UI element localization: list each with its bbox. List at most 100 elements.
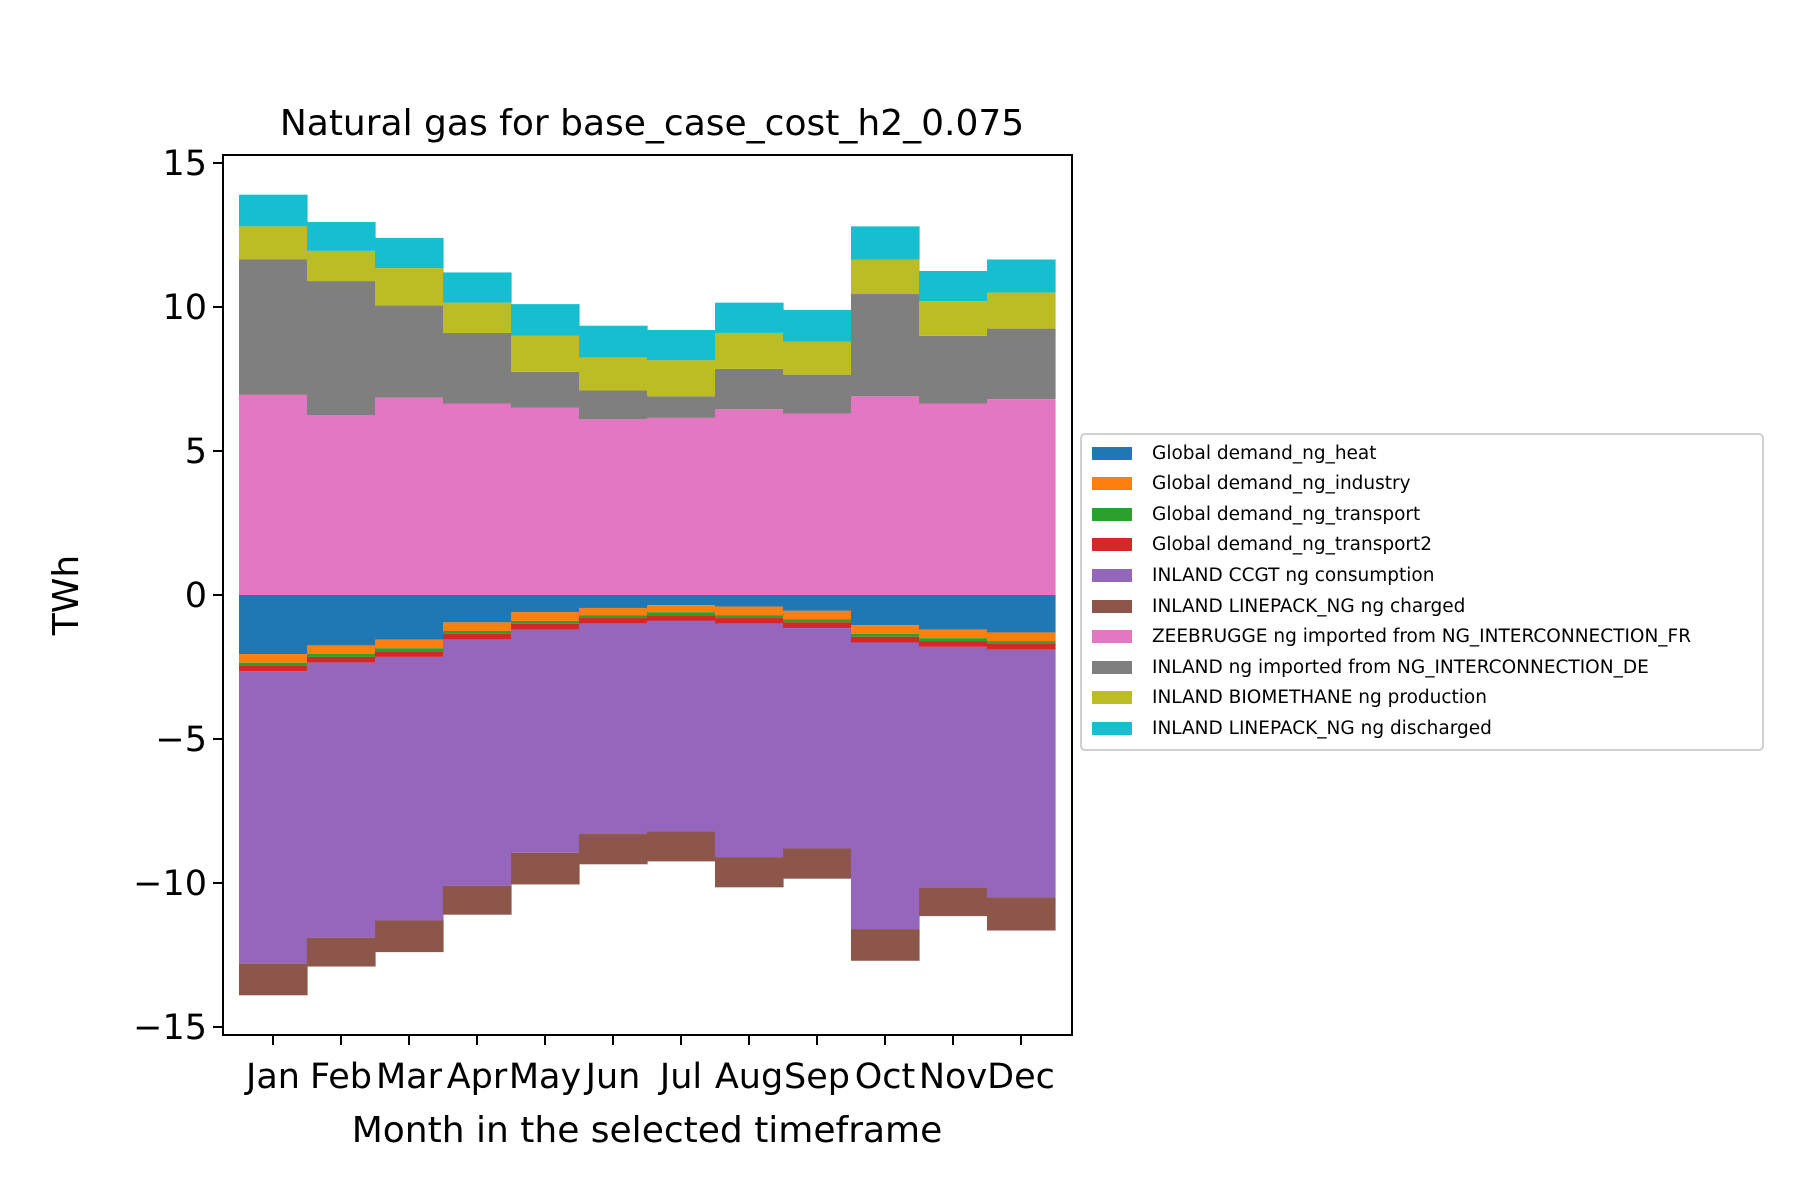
bar-mar-series-3 [375, 651, 444, 657]
bar-apr-series-3 [443, 633, 512, 640]
bar-apr-series-1 [443, 622, 512, 631]
legend-swatch [1092, 599, 1132, 613]
legend-swatch [1092, 477, 1132, 491]
legend-label: INLAND CCGT ng consumption [1152, 564, 1435, 586]
x-tick-label: May [509, 1057, 581, 1097]
legend: Global demand_ng_heat Global demand_ng_in… [1080, 433, 1764, 751]
legend-swatch [1092, 446, 1132, 460]
bar-jul-series-0 [647, 595, 716, 606]
bar-jun-series-1 [579, 607, 648, 616]
bar-may-series-9 [511, 304, 580, 336]
bar-mar-series-9 [375, 237, 444, 269]
bar-mar-series-7 [375, 305, 444, 398]
bar-dec-series-3 [987, 643, 1056, 650]
x-tick-label: Jun [584, 1057, 641, 1097]
bar-dec-series-1 [987, 632, 1056, 642]
y-tick-label: −10 [133, 864, 207, 904]
legend-item: Global demand_ng_industry [1092, 473, 1411, 495]
bar-sep-series-1 [783, 610, 852, 620]
x-tick-label: Dec [987, 1057, 1055, 1097]
bar-feb-series-3 [307, 656, 376, 663]
legend-label: INLAND ng imported from NG_INTERCONNECTI… [1152, 656, 1649, 678]
bar-nov-series-4 [919, 646, 988, 888]
bar-jun-series-5 [579, 834, 648, 865]
bar-dec-series-6 [987, 399, 1056, 595]
bar-feb-series-9 [307, 222, 376, 251]
bar-jul-series-1 [647, 605, 716, 613]
x-tick-label: Apr [447, 1057, 508, 1097]
x-tick-label: Sep [784, 1057, 850, 1097]
bar-oct-series-5 [851, 929, 920, 961]
x-tick-label: Feb [310, 1057, 372, 1097]
bar-jun-series-8 [579, 357, 648, 391]
bar-jun-series-0 [579, 595, 648, 608]
bar-oct-series-9 [851, 226, 920, 260]
bar-mar-series-0 [375, 595, 444, 640]
x-tick-label: Nov [919, 1057, 987, 1097]
legend-swatch [1092, 660, 1132, 674]
y-tick-label: 15 [162, 144, 207, 184]
legend-item: ZEEBRUGGE ng imported from NG_INTERCONNE… [1092, 626, 1691, 647]
bar-mar-series-2 [375, 648, 444, 652]
bar-jul-series-8 [647, 360, 716, 397]
bar-jul-series-3 [647, 615, 716, 621]
bar-sep-series-9 [783, 309, 852, 342]
bar-jul-series-2 [647, 612, 716, 616]
bar-may-series-7 [511, 371, 580, 408]
bar-jul-series-4 [647, 620, 716, 832]
bar-jan-series-1 [239, 654, 308, 663]
bar-aug-series-5 [715, 857, 784, 888]
legend-item: Global demand_ng_heat [1092, 443, 1377, 464]
legend-label: INLAND LINEPACK_NG ng discharged [1152, 717, 1492, 739]
y-axis-label: TWh [46, 555, 87, 636]
bar-feb-series-0 [307, 595, 376, 646]
y-tick-label: −15 [133, 1008, 207, 1048]
bar-sep-series-0 [783, 595, 852, 611]
bar-dec-series-2 [987, 641, 1056, 644]
legend-label: Global demand_ng_transport [1152, 503, 1421, 525]
bar-jun-series-6 [579, 419, 648, 595]
bar-aug-series-7 [715, 368, 784, 410]
y-tick-label: 10 [162, 288, 207, 328]
bar-dec-series-0 [987, 595, 1056, 633]
bar-aug-series-4 [715, 623, 784, 858]
bar-aug-series-8 [715, 332, 784, 369]
bar-oct-series-8 [851, 259, 920, 295]
bar-jul-series-5 [647, 831, 716, 862]
bar-jan-series-5 [239, 963, 308, 996]
bar-sep-series-2 [783, 619, 852, 623]
legend-label: Global demand_ng_transport2 [1152, 534, 1433, 556]
bar-dec-series-4 [987, 649, 1056, 898]
bar-sep-series-8 [783, 341, 852, 375]
bar-oct-series-7 [851, 294, 920, 397]
legend-item: INLAND LINEPACK_NG ng charged [1092, 596, 1465, 617]
bar-oct-series-4 [851, 642, 920, 930]
bar-may-series-4 [511, 629, 580, 853]
bar-nov-series-5 [919, 887, 988, 917]
bar-feb-series-2 [307, 654, 376, 657]
bar-may-series-1 [511, 612, 580, 621]
legend-label: Global demand_ng_industry [1152, 473, 1411, 495]
bar-feb-series-7 [307, 281, 376, 415]
bar-jun-series-3 [579, 618, 648, 624]
bar-aug-series-6 [715, 409, 784, 595]
bar-apr-series-0 [443, 595, 512, 623]
bar-aug-series-0 [715, 595, 784, 607]
legend-item: INLAND CCGT ng consumption [1092, 564, 1435, 586]
x-tick-label: Aug [715, 1057, 783, 1097]
bar-apr-series-8 [443, 302, 512, 333]
bar-may-series-3 [511, 623, 580, 630]
bar-feb-series-4 [307, 662, 376, 938]
bar-jul-series-9 [647, 330, 716, 361]
bar-apr-series-5 [443, 885, 512, 915]
bar-jun-series-7 [579, 390, 648, 420]
bar-sep-series-4 [783, 628, 852, 849]
bar-nov-series-1 [919, 629, 988, 639]
bar-jan-series-7 [239, 259, 308, 395]
bar-feb-series-5 [307, 937, 376, 967]
bar-dec-series-5 [987, 897, 1056, 931]
bar-may-series-2 [511, 620, 580, 624]
bar-oct-series-3 [851, 636, 920, 643]
bar-feb-series-1 [307, 645, 376, 655]
